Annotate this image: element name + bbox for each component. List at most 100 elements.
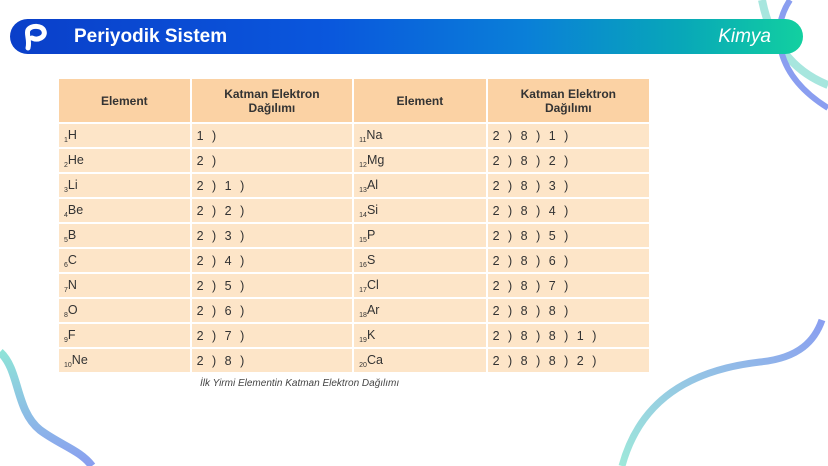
element-symbol: Li — [67, 177, 78, 192]
element-cell: 3Li — [57, 172, 192, 199]
table-row: 4Be 2 ) 2 ) 14Si 2 ) 8 ) 4 ) — [57, 197, 652, 224]
element-cell: 20Ca — [352, 347, 488, 374]
electron-configuration-cell: 2 ) 3 ) — [189, 222, 355, 249]
atomic-number: 14 — [359, 211, 367, 219]
electron-configuration-cell: 2 ) 7 ) — [189, 322, 355, 349]
electron-configuration-cell: 2 ) 1 ) — [189, 172, 355, 199]
element-cell: 10Ne — [57, 347, 192, 374]
atomic-number: 12 — [359, 161, 367, 169]
electron-configuration-cell: 2 ) — [189, 147, 355, 174]
electron-configuration-cell: 2 ) 8 ) 5 ) — [485, 222, 652, 249]
atomic-number: 19 — [359, 336, 367, 344]
column-header: Katman Elektron Dağılımı — [485, 77, 652, 124]
header-banner — [10, 19, 803, 54]
atomic-number: 6 — [64, 261, 68, 269]
element-cell: 2He — [57, 147, 192, 174]
electron-configuration-cell: 2 ) 8 ) 1 ) — [485, 122, 652, 149]
electron-configuration-cell: 2 ) 8 ) 8 ) 2 ) — [485, 347, 652, 374]
table-row: 7N 2 ) 5 ) 17Cl 2 ) 8 ) 7 ) — [57, 272, 652, 299]
atomic-number: 7 — [64, 286, 68, 294]
element-symbol: Mg — [366, 152, 385, 167]
element-cell: 19K — [352, 322, 488, 349]
element-symbol: F — [67, 327, 76, 342]
element-cell: 12Mg — [352, 147, 488, 174]
element-symbol: Si — [366, 202, 379, 217]
column-header: Katman Elektron Dağılımı — [189, 77, 355, 124]
atomic-number: 1 — [64, 136, 68, 144]
element-cell: 13Al — [352, 172, 488, 199]
electron-configuration-cell: 1 ) — [189, 122, 355, 149]
atomic-number: 16 — [359, 261, 367, 269]
element-symbol: He — [67, 152, 84, 167]
table-row: 9F 2 ) 7 ) 19K 2 ) 8 ) 8 ) 1 ) — [57, 322, 652, 349]
electron-configuration-cell: 2 ) 8 ) — [189, 347, 355, 374]
element-symbol: K — [366, 327, 376, 342]
atomic-number: 5 — [64, 236, 68, 244]
atomic-number: 15 — [359, 236, 367, 244]
atomic-number: 2 — [64, 161, 68, 169]
table-row: 3Li 2 ) 1 ) 13Al 2 ) 8 ) 3 ) — [57, 172, 652, 199]
atomic-number: 9 — [64, 336, 68, 344]
element-symbol: H — [67, 127, 77, 142]
electron-configuration-cell: 2 ) 8 ) 7 ) — [485, 272, 652, 299]
atomic-number: 17 — [359, 286, 367, 294]
electron-configuration-cell: 2 ) 8 ) 8 ) — [485, 297, 652, 324]
table-row: 1H 1 ) 11Na 2 ) 8 ) 1 ) — [57, 122, 652, 149]
element-cell: 5B — [57, 222, 192, 249]
element-cell: 11Na — [352, 122, 488, 149]
element-symbol: P — [366, 227, 376, 242]
element-symbol: Na — [366, 127, 383, 142]
element-symbol: Cl — [366, 277, 379, 292]
element-cell: 6C — [57, 247, 192, 274]
page-title: Periyodik Sistem — [74, 26, 228, 47]
element-cell: 15P — [352, 222, 488, 249]
table-row: 10Ne 2 ) 8 ) 20Ca 2 ) 8 ) 8 ) 2 ) — [57, 347, 652, 374]
element-cell: 8O — [57, 297, 192, 324]
p-logo-icon — [24, 23, 47, 51]
table-row: 8O 2 ) 6 ) 18Ar 2 ) 8 ) 8 ) — [57, 297, 652, 324]
element-symbol: Be — [67, 202, 84, 217]
element-symbol: Ar — [366, 302, 380, 317]
element-symbol: O — [67, 302, 78, 317]
element-cell: 14Si — [352, 197, 488, 224]
atomic-number: 8 — [64, 311, 68, 319]
electron-configuration-cell: 2 ) 6 ) — [189, 297, 355, 324]
element-symbol: B — [67, 227, 77, 242]
electron-configuration-cell: 2 ) 2 ) — [189, 197, 355, 224]
electron-configuration-cell: 2 ) 4 ) — [189, 247, 355, 274]
atomic-number: 3 — [64, 186, 68, 194]
subject-label: Kimya — [718, 26, 771, 47]
element-cell: 7N — [57, 272, 192, 299]
column-header: Element — [352, 77, 488, 124]
element-symbol: N — [67, 277, 77, 292]
electron-configuration-cell: 2 ) 8 ) 4 ) — [485, 197, 652, 224]
electron-configuration-cell: 2 ) 8 ) 6 ) — [485, 247, 652, 274]
atomic-number: 13 — [359, 186, 367, 194]
electron-configuration-cell: 2 ) 5 ) — [189, 272, 355, 299]
element-cell: 1H — [57, 122, 192, 149]
table-row: 6C 2 ) 4 ) 16S 2 ) 8 ) 6 ) — [57, 247, 652, 274]
element-cell: 18Ar — [352, 297, 488, 324]
element-cell: 17Cl — [352, 272, 488, 299]
atomic-number: 10 — [64, 361, 72, 369]
table-caption: İlk Yirmi Elementin Katman Elektron Dağı… — [200, 378, 400, 389]
table-row: 2He 2 ) 12Mg 2 ) 8 ) 2 ) — [57, 147, 652, 174]
atomic-number: 4 — [64, 211, 68, 219]
element-cell: 16S — [352, 247, 488, 274]
atomic-number: 18 — [359, 311, 367, 319]
electron-configuration-cell: 2 ) 8 ) 8 ) 1 ) — [485, 322, 652, 349]
atomic-number: 20 — [359, 361, 367, 369]
electron-configuration-table: Element Katman Elektron Dağılımı Element Ka… — [57, 77, 652, 374]
element-symbol: Ne — [71, 352, 88, 367]
atomic-number: 11 — [359, 136, 367, 144]
element-cell: 9F — [57, 322, 192, 349]
element-symbol: C — [67, 252, 77, 267]
element-cell: 4Be — [57, 197, 192, 224]
column-header: Element — [57, 77, 192, 124]
electron-configuration-cell: 2 ) 8 ) 3 ) — [485, 172, 652, 199]
electron-configuration-cell: 2 ) 8 ) 2 ) — [485, 147, 652, 174]
element-symbol: Al — [366, 177, 379, 192]
table-row: 5B 2 ) 3 ) 15P 2 ) 8 ) 5 ) — [57, 222, 652, 249]
element-symbol: Ca — [366, 352, 383, 367]
element-symbol: S — [366, 252, 376, 267]
